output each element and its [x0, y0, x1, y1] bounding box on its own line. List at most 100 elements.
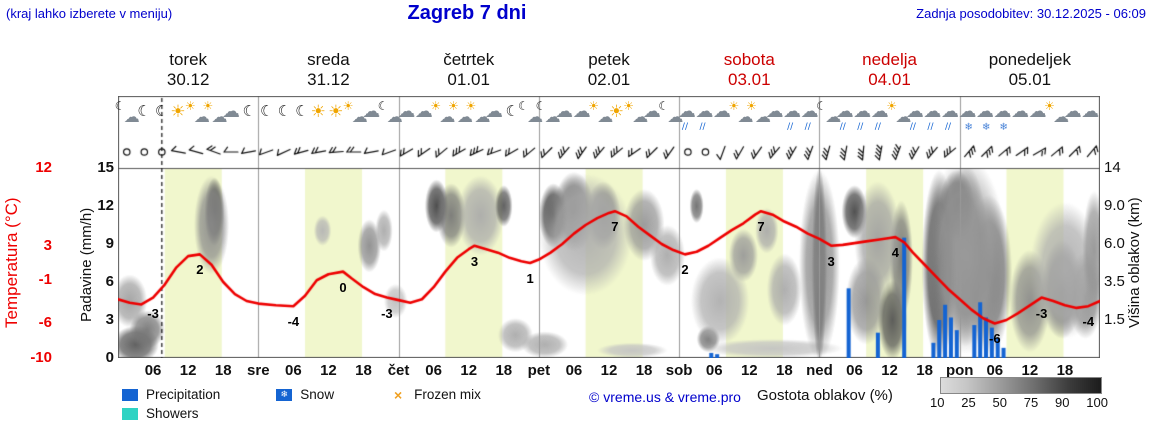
snow-icon: ☁ ❄	[958, 101, 977, 133]
precip-swatch-icon	[122, 388, 138, 401]
temp-value-label: -3	[1035, 305, 1048, 321]
day-name: torek	[169, 50, 208, 69]
precip-tick: 0	[105, 349, 114, 366]
temp-value-label: -4	[287, 314, 300, 330]
temp-value-label: -3	[147, 305, 159, 321]
day-header-sreda: sreda 31.12	[258, 50, 398, 90]
legend-label: Snow	[300, 387, 335, 402]
meteogram-canvas	[118, 96, 1100, 358]
day-header-četrtek: četrtek 01.01	[399, 50, 539, 90]
x-tick-hour: 12	[1021, 362, 1039, 379]
sun-cloud-icon: ☀ ☁	[728, 99, 754, 126]
cloud-icon: ☁	[572, 101, 591, 122]
rain-icon: ☁ ∕∕	[835, 101, 854, 132]
cloud-density-tick: 50	[992, 395, 1007, 410]
cloud-icon: ☁	[555, 101, 574, 122]
rain-icon: ☁ ∕∕	[940, 101, 959, 132]
day-date: 31.12	[307, 70, 350, 89]
moon-cloud-icon: ☾ ☁	[535, 99, 561, 126]
x-tick-hour: 18	[214, 362, 232, 379]
x-tick-day: sre	[247, 362, 270, 379]
frozen-swatch-icon: ×	[393, 386, 403, 403]
temp-tick: 3	[43, 236, 52, 254]
temp-value-label: 4	[891, 245, 900, 261]
cloud-icon: ☁	[362, 101, 381, 122]
sun-cloud-icon: ☀ ☁	[430, 99, 456, 126]
moon-cloud-icon: ☾ ☁	[658, 99, 684, 126]
snow-icon: ☁ ❄	[993, 101, 1012, 133]
credit-link[interactable]: © vreme.us & vreme.pro	[589, 389, 741, 405]
temp-value-label: 0	[339, 279, 347, 295]
snow-swatch-icon: ❄	[276, 388, 293, 401]
rain-icon: ☁ ∕∕	[870, 101, 889, 132]
sun-cloud-icon: ☀ ☁	[623, 99, 649, 126]
sun-cloud-icon: ☀ ☁	[202, 99, 228, 126]
day-name: četrtek	[443, 50, 495, 69]
x-tick-hour: 18	[916, 362, 933, 379]
day-header-ponedeljek: ponedeljek 05.01	[960, 50, 1100, 90]
last-update: Zadnja posodobitev: 30.12.2025 - 06:09	[916, 6, 1146, 21]
x-tick-hour: 18	[355, 362, 372, 379]
x-tick-hour: 06	[285, 362, 302, 379]
sun-cloud-icon: ☀ ☁	[184, 99, 210, 126]
temp-value-label: 3	[470, 253, 479, 269]
moon-icon: ☾	[260, 102, 274, 120]
temp-value-label: 2	[681, 262, 689, 278]
moon-icon: ☾	[505, 102, 519, 120]
x-tick-day: pet	[527, 362, 551, 379]
cloud-density-tick: 25	[961, 395, 976, 410]
moon-icon: ☾	[137, 102, 151, 120]
sun-cloud-icon: ☀ ☁	[447, 99, 473, 126]
legend-item-snow: ❄ Snow	[276, 387, 334, 402]
temp-value-label: 3	[827, 253, 835, 269]
moon-cloud-icon: ☾ ☁	[816, 99, 842, 126]
x-tick-hour: 06	[425, 362, 442, 379]
moon-icon: ☾	[277, 102, 292, 120]
snow-icon: ☁ ❄	[976, 101, 995, 133]
rain-icon: ☁ ∕∕	[677, 101, 696, 132]
day-name: petek	[588, 50, 630, 69]
temp-tick: 12	[35, 159, 52, 176]
sun-icon: ☀	[608, 102, 625, 122]
precip-tick: 15	[97, 159, 114, 176]
rain-icon: ☁ ∕∕	[905, 101, 924, 132]
x-tick-hour: 12	[740, 362, 758, 379]
day-date: 03.01	[728, 70, 771, 89]
precip-tick: 6	[105, 273, 114, 290]
sun-cloud-icon: ☀ ☁	[588, 99, 614, 126]
moon-cloud-icon: ☾ ☁	[377, 99, 403, 126]
showers-swatch-icon	[122, 407, 138, 420]
moon-cloud-icon: ☾ ☁	[114, 99, 140, 126]
sun-icon: ☀	[310, 102, 326, 122]
cloud-density-scale-labels: 10 25 50 75 90 100	[930, 395, 1108, 410]
cloud-icon: ☁	[1063, 101, 1082, 122]
moon-cloud-icon: ☾ ☁	[518, 99, 544, 126]
sun-cloud-icon: ☀ ☁	[465, 99, 491, 126]
cloud-density-label: Gostota oblakov (%)	[757, 387, 893, 404]
day-date: 05.01	[1008, 70, 1052, 89]
day-name: nedelja	[862, 50, 917, 69]
sun-cloud-icon: ☀ ☁	[1044, 99, 1070, 126]
temp-value-label: 2	[196, 262, 204, 278]
x-tick-day: pon	[945, 362, 974, 379]
moon-icon: ☾	[295, 102, 309, 120]
x-tick-hour: 18	[1056, 362, 1074, 379]
x-tick-hour: 12	[600, 362, 618, 379]
x-tick-day: čet	[387, 362, 410, 379]
day-date: 02.01	[587, 70, 631, 89]
cloud-icon: ☁	[397, 101, 416, 122]
cloud-icon: ☁	[1081, 101, 1100, 122]
temp-value-label: -3	[381, 305, 393, 321]
x-tick-hour: 12	[320, 362, 337, 379]
rain-icon: ☁ ∕∕	[923, 101, 942, 132]
cloud-density-tick: 90	[1055, 395, 1070, 410]
temp-value-label: 1	[526, 271, 534, 286]
sun-cloud-icon: ☀ ☁	[746, 99, 772, 126]
cloud-icon: ☁	[485, 101, 504, 122]
day-name: ponedeljek	[988, 50, 1071, 69]
sun-icon: ☀	[170, 102, 186, 122]
x-tick-hour: 18	[776, 362, 793, 379]
day-header-sobota: sobota 03.01	[679, 50, 819, 90]
precip-tick: 9	[105, 235, 114, 252]
